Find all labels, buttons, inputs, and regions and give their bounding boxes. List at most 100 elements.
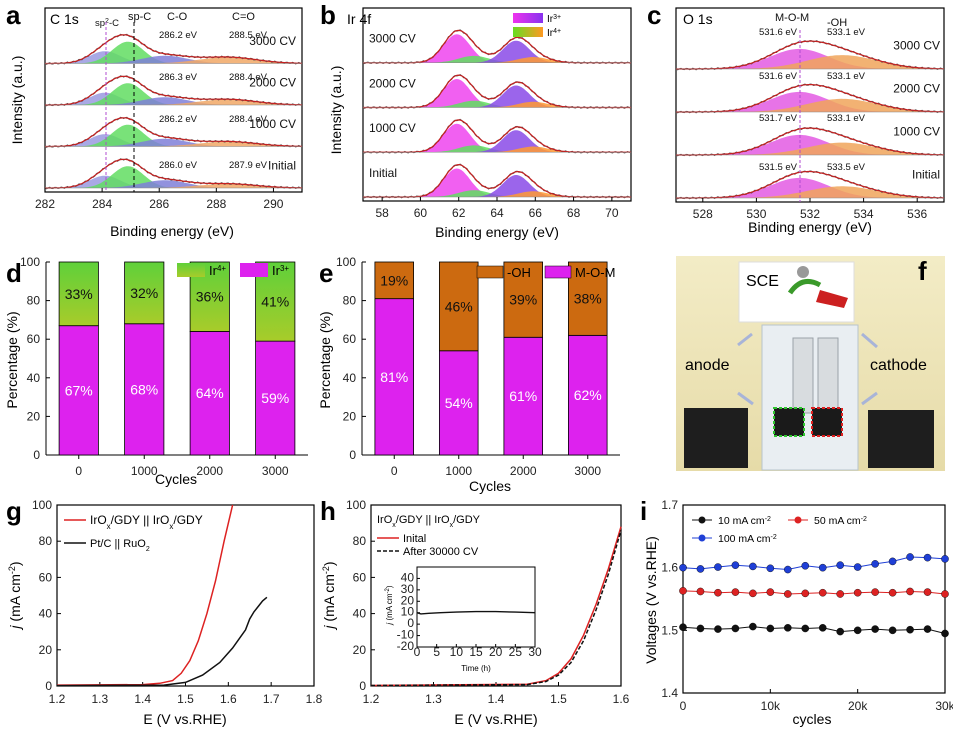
x-tick-label: 0 <box>680 699 687 713</box>
y-axis-label: j (mA cm-2) <box>7 561 23 630</box>
bar-data-label: 36% <box>196 289 224 305</box>
legend-marker <box>698 534 706 542</box>
y-tick-label: 0 <box>407 616 414 630</box>
data-point <box>801 561 810 570</box>
data-point <box>923 625 932 633</box>
y-tick-label: 80 <box>27 294 41 308</box>
peak-label-oh: -OH <box>827 17 847 29</box>
cycle-label: 1000 CV <box>249 117 296 131</box>
series-line <box>370 530 622 687</box>
data-point <box>818 624 827 632</box>
legend-swatch-oh <box>476 265 504 279</box>
y-axis-label: Percentage (%) <box>4 311 20 408</box>
peak-fill <box>676 142 944 155</box>
data-point <box>888 588 897 597</box>
panel-letter: d <box>6 258 22 288</box>
y-tick-label: 20 <box>353 643 367 657</box>
y-axis-label: Percentage (%) <box>317 311 333 408</box>
bar-data-label: 19% <box>380 272 408 288</box>
x-tick-label: 30k <box>935 699 953 713</box>
bar-segment <box>503 261 543 338</box>
y-tick-label: -20 <box>397 639 415 653</box>
panel-letter: b <box>320 0 336 30</box>
peak-annotation: 288.4 eV <box>229 72 268 83</box>
data-point <box>696 624 705 633</box>
bar-data-label: 59% <box>261 390 289 406</box>
data-point <box>731 561 740 569</box>
panel-letter: e <box>319 258 333 288</box>
data-point <box>941 555 949 563</box>
legend-swatch-mom <box>544 265 572 279</box>
peak-fill <box>363 40 631 63</box>
peak-fill <box>45 83 302 105</box>
data-point <box>784 565 792 574</box>
peak-annotation: 531.5 eV <box>759 162 798 173</box>
y-tick-label: 0 <box>33 448 40 462</box>
x-tick-label: 1.7 <box>263 692 280 706</box>
data-point <box>941 629 949 638</box>
legend-label-ir4: Ir4+ <box>547 28 561 40</box>
fit-envelope-line <box>676 170 944 199</box>
peak-fill <box>676 98 944 112</box>
x-tick-label: 62 <box>452 206 466 220</box>
anode-foam-photo <box>684 408 748 468</box>
data-point <box>853 626 862 635</box>
data-point <box>714 625 722 633</box>
inset-frame <box>416 566 536 648</box>
data-point <box>679 623 687 632</box>
panel-letter: i <box>640 496 647 526</box>
y-tick-label: 30 <box>401 582 415 596</box>
x-tick-label: 20k <box>848 699 868 713</box>
spectra-group: 3000 CV 2000 CV 1000 CV Initial 531.6 eV 533.… <box>675 27 945 200</box>
peak-label-sp: sp-C <box>128 11 151 23</box>
data-point <box>853 588 862 597</box>
arrow-icon <box>861 332 878 349</box>
peak-annotation: 531.7 eV <box>759 113 798 124</box>
peak-fill <box>45 97 302 105</box>
legend-swatch-ir3 <box>513 13 543 23</box>
y-tick-label: 80 <box>343 294 357 308</box>
spectra-group: 3000 CV 2000 CV 1000 CV Initial 286.2 eV 288.… <box>44 30 303 190</box>
legend-label: 100 mA cm-2 <box>718 533 777 545</box>
bar-data-label: 81% <box>380 369 408 385</box>
bar-data-label: 32% <box>130 285 158 301</box>
y-tick-label: 80 <box>39 534 53 548</box>
data-point <box>906 625 914 634</box>
peak-annotation: 533.1 eV <box>827 27 866 38</box>
anode-label: anode <box>685 357 730 374</box>
fit-envelope-line <box>676 84 944 113</box>
x-tick-label: 1000 <box>445 464 472 478</box>
data-point <box>853 563 862 571</box>
bar-data-label: 61% <box>509 388 537 404</box>
series-line <box>682 626 946 634</box>
legend-label-ir3: Ir3+ <box>547 14 561 26</box>
x-tick-label: 64 <box>490 206 504 220</box>
data-point <box>784 624 792 632</box>
peak-annotation: 533.1 eV <box>827 71 866 82</box>
x-tick-label: 1.3 <box>91 692 108 706</box>
x-tick-label: 25 <box>509 645 523 659</box>
plot-area: 1.2 1.3 1.4 1.5 1.6 1.7 1.8 0 20 40 60 80 100 <box>32 498 323 706</box>
x-tick-label: 2000 <box>510 464 537 478</box>
fit-envelope-line <box>45 75 302 106</box>
x-tick-label: 1.5 <box>550 692 567 706</box>
peak-annotation: 288.4 eV <box>229 114 268 125</box>
cycle-label: 1000 CV <box>893 125 940 139</box>
data-point <box>888 557 897 566</box>
x-axis-label: cycles <box>793 711 832 727</box>
data-point <box>731 588 740 596</box>
cycle-label: Initial <box>268 158 296 172</box>
legend-label: Inital <box>403 533 426 545</box>
bar-data-label: 64% <box>196 385 224 401</box>
electrode-holder-left <box>792 337 814 414</box>
peak-fill <box>676 134 944 155</box>
x-tick-label: 1.4 <box>134 692 151 706</box>
element-label: C 1s <box>50 11 79 27</box>
red-clip-icon <box>816 290 848 308</box>
peak-fill <box>45 141 302 147</box>
panel-b: b Ir 4f 3000 CV 2000 CV 1000 CV Initial Ir3… <box>320 0 632 240</box>
element-label: O 1s <box>683 11 713 27</box>
series-line <box>682 556 946 571</box>
y-axis-label: j (mA cm-2) <box>321 561 337 630</box>
